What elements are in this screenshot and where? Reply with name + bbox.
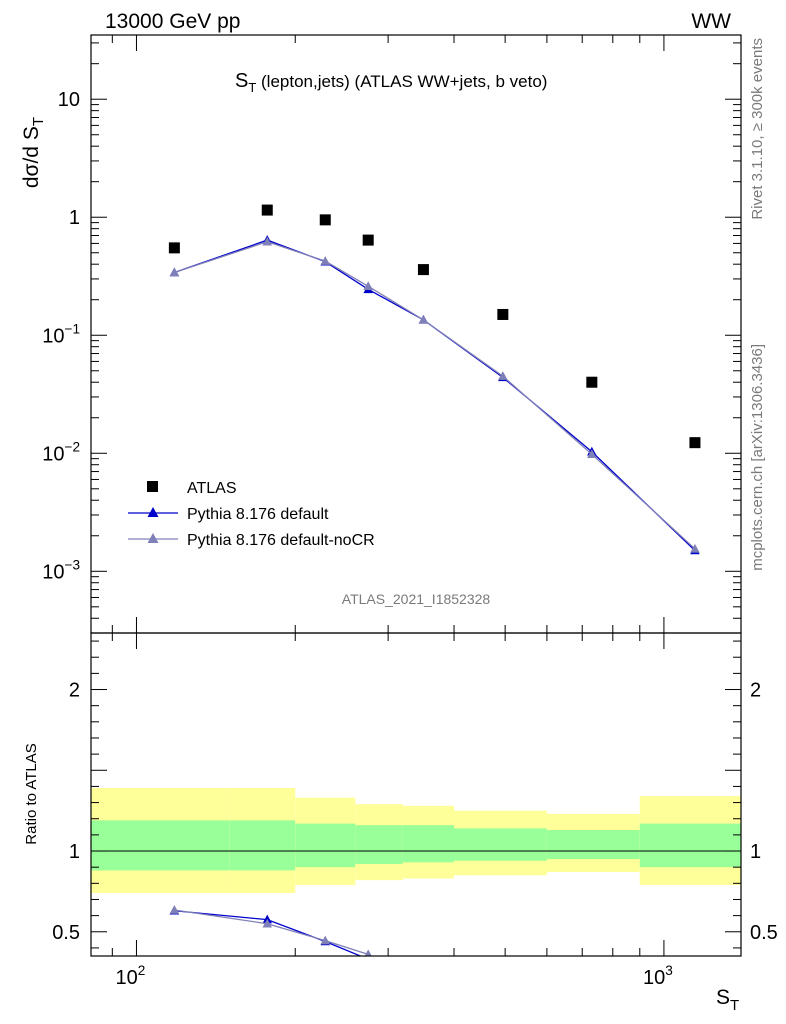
xtick-label-0: 102 (116, 963, 146, 989)
top-marker-series-2-2 (320, 256, 331, 265)
ratio-marker-series-1-3 (364, 949, 372, 956)
band-inner-bin-1 (229, 820, 296, 871)
ratio-ylabel: Ratio to ATLAS (23, 743, 40, 844)
mcplots-source-label: mcplots.cern.ch [arXiv:1306.3436] (749, 344, 766, 571)
top-ytick-label-2: 10−1 (42, 321, 80, 347)
top-line-series-2 (174, 241, 696, 550)
top-panel-series (168, 204, 701, 555)
top-line-series-1 (174, 239, 696, 551)
top-marker-series-2-3 (363, 281, 373, 291)
legend-label-atlas: ATLAS (187, 480, 237, 497)
ratio-line-series-0 (174, 910, 363, 956)
uncertainty-bands (91, 788, 741, 894)
top-ylabel: dσ/d ST (20, 117, 47, 188)
analysis-watermark: ATLAS_2021_I1852328 (342, 591, 491, 607)
band-inner-bin-6 (546, 830, 640, 860)
atlas-point-7 (689, 437, 701, 449)
ratio-ytick-label-left-2: 0.5 (52, 922, 80, 944)
top-ytick-label-0: 10 (58, 89, 80, 111)
atlas-point-4 (417, 264, 429, 276)
x-axis-label: ST (716, 986, 739, 1014)
atlas-point-1 (261, 204, 273, 216)
header-right-label: WW (691, 10, 731, 33)
legend-label-pythia-nocr: Pythia 8.176 default-noCR (187, 532, 375, 549)
ratio-line-series-1 (174, 909, 369, 956)
top-ytick-label-3: 10−2 (42, 439, 80, 465)
legend: ATLAS Pythia 8.176 default Pythia 8.176 … (128, 480, 375, 549)
atlas-point-5 (497, 308, 509, 320)
ratio-ytick-label-right-2: 0.5 (750, 922, 778, 944)
ratio-ytick-label-left-1: 1 (69, 841, 80, 863)
atlas-point-6 (586, 376, 598, 388)
xtick-label-1: 103 (643, 963, 673, 989)
band-inner-bin-2 (295, 823, 356, 868)
top-marker-series-2-7 (690, 543, 700, 553)
ratio-marker-series-1-0 (169, 904, 180, 914)
axis-ticks (91, 35, 741, 956)
band-inner-bin-0 (91, 820, 230, 871)
atlas-point-2 (319, 214, 331, 226)
band-inner-bin-7 (639, 823, 741, 868)
top-marker-series-2-1 (262, 236, 273, 246)
ratio-ytick-label-right-1: 1 (750, 841, 761, 863)
ratio-panel-series (169, 904, 372, 956)
top-marker-series-2-4 (418, 314, 429, 324)
atlas-point-0 (168, 242, 180, 254)
ratio-panel-frame (90, 632, 742, 957)
ratio-ytick-label-right-0: 2 (750, 680, 761, 702)
header-left-label: 13000 GeV pp (105, 10, 240, 33)
top-marker-series-2-0 (169, 267, 180, 277)
atlas-point-3 (362, 234, 374, 246)
legend-marker-pythia-default (147, 507, 159, 517)
legend-label-pythia-default: Pythia 8.176 default (187, 506, 329, 523)
legend-marker-atlas (147, 481, 158, 492)
ratio-marker-series-1-2 (320, 935, 331, 945)
axis-tick-labels: 10 1 10−1 10−2 10−3 2 2 1 1 0.5 0.5 102 103 (42, 89, 778, 989)
top-marker-series-2-6 (587, 449, 597, 459)
band-inner-bin-4 (402, 825, 455, 863)
plot-title: ST (lepton,jets) (ATLAS WW+jets, b veto) (235, 70, 547, 95)
band-inner-bin-5 (454, 828, 547, 861)
ratio-marker-series-1-1 (262, 918, 273, 928)
ratio-ytick-label-left-0: 2 (69, 680, 80, 702)
legend-marker-pythia-nocr (147, 533, 159, 543)
top-marker-series-2-5 (498, 371, 508, 380)
rivet-version-label: Rivet 3.1.10, ≥ 300k events (749, 38, 766, 220)
band-inner-bin-3 (355, 825, 403, 864)
top-ytick-label-4: 10−3 (42, 557, 80, 583)
top-ytick-label-1: 1 (69, 207, 80, 229)
